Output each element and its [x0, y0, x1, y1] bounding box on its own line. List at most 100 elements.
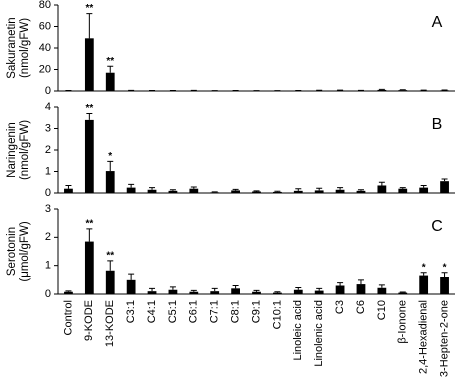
error-bar — [107, 65, 114, 73]
bar — [147, 189, 157, 193]
error-bar — [232, 285, 239, 289]
bar — [335, 189, 345, 193]
significance: ** — [106, 56, 114, 67]
bar — [105, 72, 115, 91]
bar — [84, 119, 94, 193]
error-bar — [211, 287, 218, 292]
bar — [398, 188, 408, 193]
x-tick-label: C4:1 — [146, 300, 158, 323]
error-bar — [337, 187, 344, 190]
bar — [314, 190, 324, 193]
error-bar — [274, 190, 281, 192]
bar — [419, 275, 429, 294]
error-bar — [420, 272, 427, 276]
x-tick-label: Linolenic acid — [313, 300, 325, 367]
panel-label: C — [431, 218, 443, 235]
y-axis-label: (nmol/gFW) — [19, 18, 31, 78]
y-axis-label: Serotonin — [6, 227, 18, 276]
error-bar — [232, 188, 239, 191]
bar — [231, 288, 240, 294]
bar — [377, 185, 387, 193]
y-tick-label: 60 — [39, 20, 51, 32]
significance: ** — [106, 250, 114, 261]
y-axis-label: (μmol/gFW) — [19, 221, 31, 281]
y-tick-label: 80 — [39, 0, 51, 11]
error-bar — [378, 88, 385, 90]
bar — [105, 171, 115, 193]
bar — [293, 289, 303, 294]
bar — [356, 284, 366, 294]
bar — [210, 192, 220, 193]
x-tick-label: C8:1 — [230, 300, 242, 323]
error-bar — [149, 187, 156, 190]
bar — [64, 291, 73, 294]
y-tick-label: 2 — [45, 144, 51, 156]
bar — [440, 181, 449, 193]
x-tick-label: C10:1 — [271, 300, 283, 329]
bar — [377, 287, 387, 294]
bar — [84, 38, 94, 91]
x-tick-label: C5:1 — [167, 300, 179, 323]
x-tick-label: β-Ionone — [397, 300, 409, 344]
bar — [377, 89, 387, 91]
x-tick-label: 2,4-Hexadienal — [418, 300, 430, 374]
y-tick-label: 4 — [45, 101, 51, 113]
error-bar — [65, 290, 72, 292]
bar — [189, 188, 199, 193]
error-bar — [420, 184, 427, 188]
y-tick-label: 1 — [45, 260, 51, 272]
error-bar — [295, 286, 302, 290]
bar — [419, 187, 429, 193]
x-tick-label: C7:1 — [209, 300, 221, 323]
error-bar — [253, 289, 260, 292]
bar — [314, 290, 324, 294]
error-bar — [316, 187, 323, 191]
error-bar — [86, 228, 93, 242]
bar — [210, 291, 220, 294]
y-tick-label: 0 — [45, 288, 51, 300]
x-tick-label: 13-KODE — [104, 300, 116, 347]
error-bar — [128, 273, 135, 280]
error-bar — [399, 291, 406, 293]
y-axis-label: Sakuranetin — [6, 17, 18, 78]
y-tick-label: 3 — [45, 203, 51, 215]
error-bar — [399, 187, 406, 189]
bar — [273, 292, 282, 294]
error-bar — [295, 188, 302, 191]
error-bar — [107, 260, 114, 271]
x-tick-label: C3 — [334, 300, 346, 314]
bar — [189, 291, 199, 294]
error-bar — [357, 189, 364, 191]
bar — [335, 90, 345, 91]
bar — [252, 191, 261, 193]
error-bar — [190, 289, 197, 292]
error-bar — [316, 287, 323, 291]
bar — [126, 279, 136, 294]
error-bar — [169, 286, 176, 290]
bar — [168, 289, 178, 294]
bar — [419, 90, 429, 91]
panel-label: B — [432, 116, 443, 133]
x-tick-label: 9-KODE — [83, 300, 95, 341]
x-tick-label: 3-Hepten-2-one — [438, 300, 450, 377]
bar — [147, 291, 157, 294]
significance: * — [108, 151, 112, 162]
error-bar — [337, 282, 344, 286]
error-bar — [86, 13, 93, 39]
y-tick-label: 2 — [45, 231, 51, 243]
error-bar — [107, 160, 114, 172]
error-bar — [65, 184, 72, 189]
significance: ** — [85, 218, 93, 229]
significance: ** — [85, 103, 93, 114]
x-tick-label: C6:1 — [188, 300, 200, 323]
error-bar — [357, 279, 364, 285]
y-tick-label: 40 — [39, 42, 51, 54]
panel-label: A — [432, 14, 443, 31]
y-tick-label: 20 — [39, 63, 51, 75]
bar — [231, 190, 240, 193]
bar — [398, 90, 408, 91]
error-bar — [149, 287, 156, 292]
y-tick-label: 0 — [45, 187, 51, 199]
y-tick-label: 3 — [45, 122, 51, 134]
